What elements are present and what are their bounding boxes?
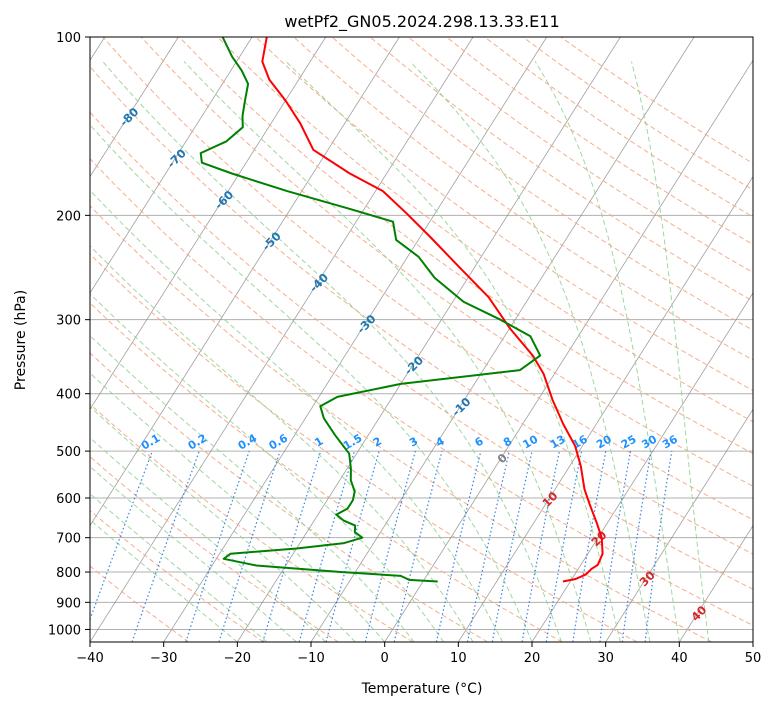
y-tick-label: 100 [56, 31, 81, 46]
isotherm-line [163, 37, 548, 642]
mixing-ratio-lines [90, 450, 673, 642]
dry-adiabats [90, 37, 753, 642]
isotherm-line [236, 37, 621, 642]
moist-adiabat-line [90, 293, 445, 642]
y-tick-label: 300 [56, 314, 81, 329]
mixing-ratio-line [325, 450, 380, 642]
dry-adiabat-line [90, 253, 638, 642]
dry-adiabat-line [255, 37, 753, 392]
y-tick-label: 400 [56, 388, 81, 403]
mixing-ratio-line [466, 450, 510, 642]
temperature-line [261, 37, 604, 583]
plot-frame [89, 36, 754, 643]
mixing-ratio-line [131, 450, 200, 642]
x-tick-label: −40 [76, 651, 103, 666]
mixing-ratio-line [435, 450, 482, 642]
dewpoint-line [199, 37, 542, 583]
isotherm-line [605, 408, 753, 642]
x-axis: −40 −30 −20 −10 0 10 20 30 40 50 [76, 642, 761, 666]
mixing-ratio-line [218, 450, 281, 642]
moist-adiabat-line [90, 437, 327, 642]
x-tick-label: 10 [450, 651, 467, 666]
dry-adiabat-line [90, 352, 488, 642]
y-tick-label: 500 [56, 445, 81, 460]
isotherm-grid [90, 37, 753, 642]
moist-adiabat-line [90, 493, 268, 642]
isobar-grid [90, 37, 753, 630]
moist-adiabat-line [102, 61, 562, 642]
dry-adiabat-line [90, 456, 339, 642]
dry-adiabat-line [90, 158, 753, 627]
moist-adiabat-line [183, 61, 592, 642]
x-tick-label: 50 [745, 651, 762, 666]
dry-adiabat-line [369, 37, 753, 302]
dry-adiabat-line [90, 302, 563, 642]
mixing-ratio-line [599, 450, 632, 642]
moist-adiabat-line [285, 61, 621, 642]
moist-adiabats [90, 61, 710, 642]
profile-series [199, 37, 604, 583]
isotherm-line [678, 524, 753, 642]
x-tick-label: −10 [297, 651, 324, 666]
moist-adiabat-line [409, 61, 651, 642]
y-axis-label: Pressure (hPa) [13, 290, 29, 390]
moist-adiabat-line [90, 124, 533, 642]
x-tick-label: 30 [597, 651, 614, 666]
x-tick-label: −30 [150, 651, 177, 666]
mixing-ratio-line [364, 450, 416, 642]
mixing-ratio-line [262, 450, 322, 642]
mixing-ratio-line [644, 451, 673, 642]
x-tick-label: −20 [224, 651, 251, 666]
moist-adiabat-line [90, 405, 356, 642]
moist-adiabat-line [534, 61, 680, 642]
isotherm-line [531, 292, 753, 642]
isotherm-line [384, 59, 753, 642]
moist-adiabat-line [90, 519, 238, 642]
x-tick-label: 0 [381, 651, 389, 666]
isotherm-line [90, 37, 400, 527]
chart-title: wetPf2_GN05.2024.298.13.33.E11 [284, 12, 559, 32]
isotherm-line [90, 37, 179, 178]
mixing-ratio-line [621, 450, 652, 642]
plot-area: -100-90-80-70-60-50-40-30-20-10010203040… [90, 37, 753, 642]
moist-adiabat-line [90, 372, 386, 642]
dry-adiabat-line [90, 510, 264, 642]
dry-adiabat-line [90, 65, 753, 555]
moist-adiabat-line [90, 189, 503, 642]
dry-adiabat-line [102, 37, 753, 521]
y-axis: 100 200 300 400 500 600 700 800 900 1000 [48, 31, 90, 638]
mixing-ratio-line [298, 450, 355, 642]
mixing-ratio-line [393, 450, 443, 642]
y-tick-label: 200 [56, 209, 81, 224]
isotherm-line [90, 37, 474, 642]
x-axis-label: Temperature (°C) [361, 681, 483, 697]
isotherm-line [90, 37, 327, 411]
y-tick-label: 600 [56, 492, 81, 507]
isotherm-line [90, 37, 253, 294]
x-tick-label: 20 [524, 651, 541, 666]
y-tick-label: 800 [56, 566, 81, 581]
moist-adiabat-line [90, 465, 297, 642]
y-tick-label: 700 [56, 532, 81, 547]
mixing-ratio-line [185, 450, 250, 642]
dry-adiabat-line [217, 37, 753, 423]
dry-adiabat-line [90, 403, 414, 642]
y-tick-label: 1000 [48, 623, 81, 638]
x-tick-label: 40 [671, 651, 688, 666]
dry-adiabat-line [90, 205, 712, 642]
y-tick-label: 900 [56, 596, 81, 611]
moist-adiabat-line [631, 61, 710, 642]
